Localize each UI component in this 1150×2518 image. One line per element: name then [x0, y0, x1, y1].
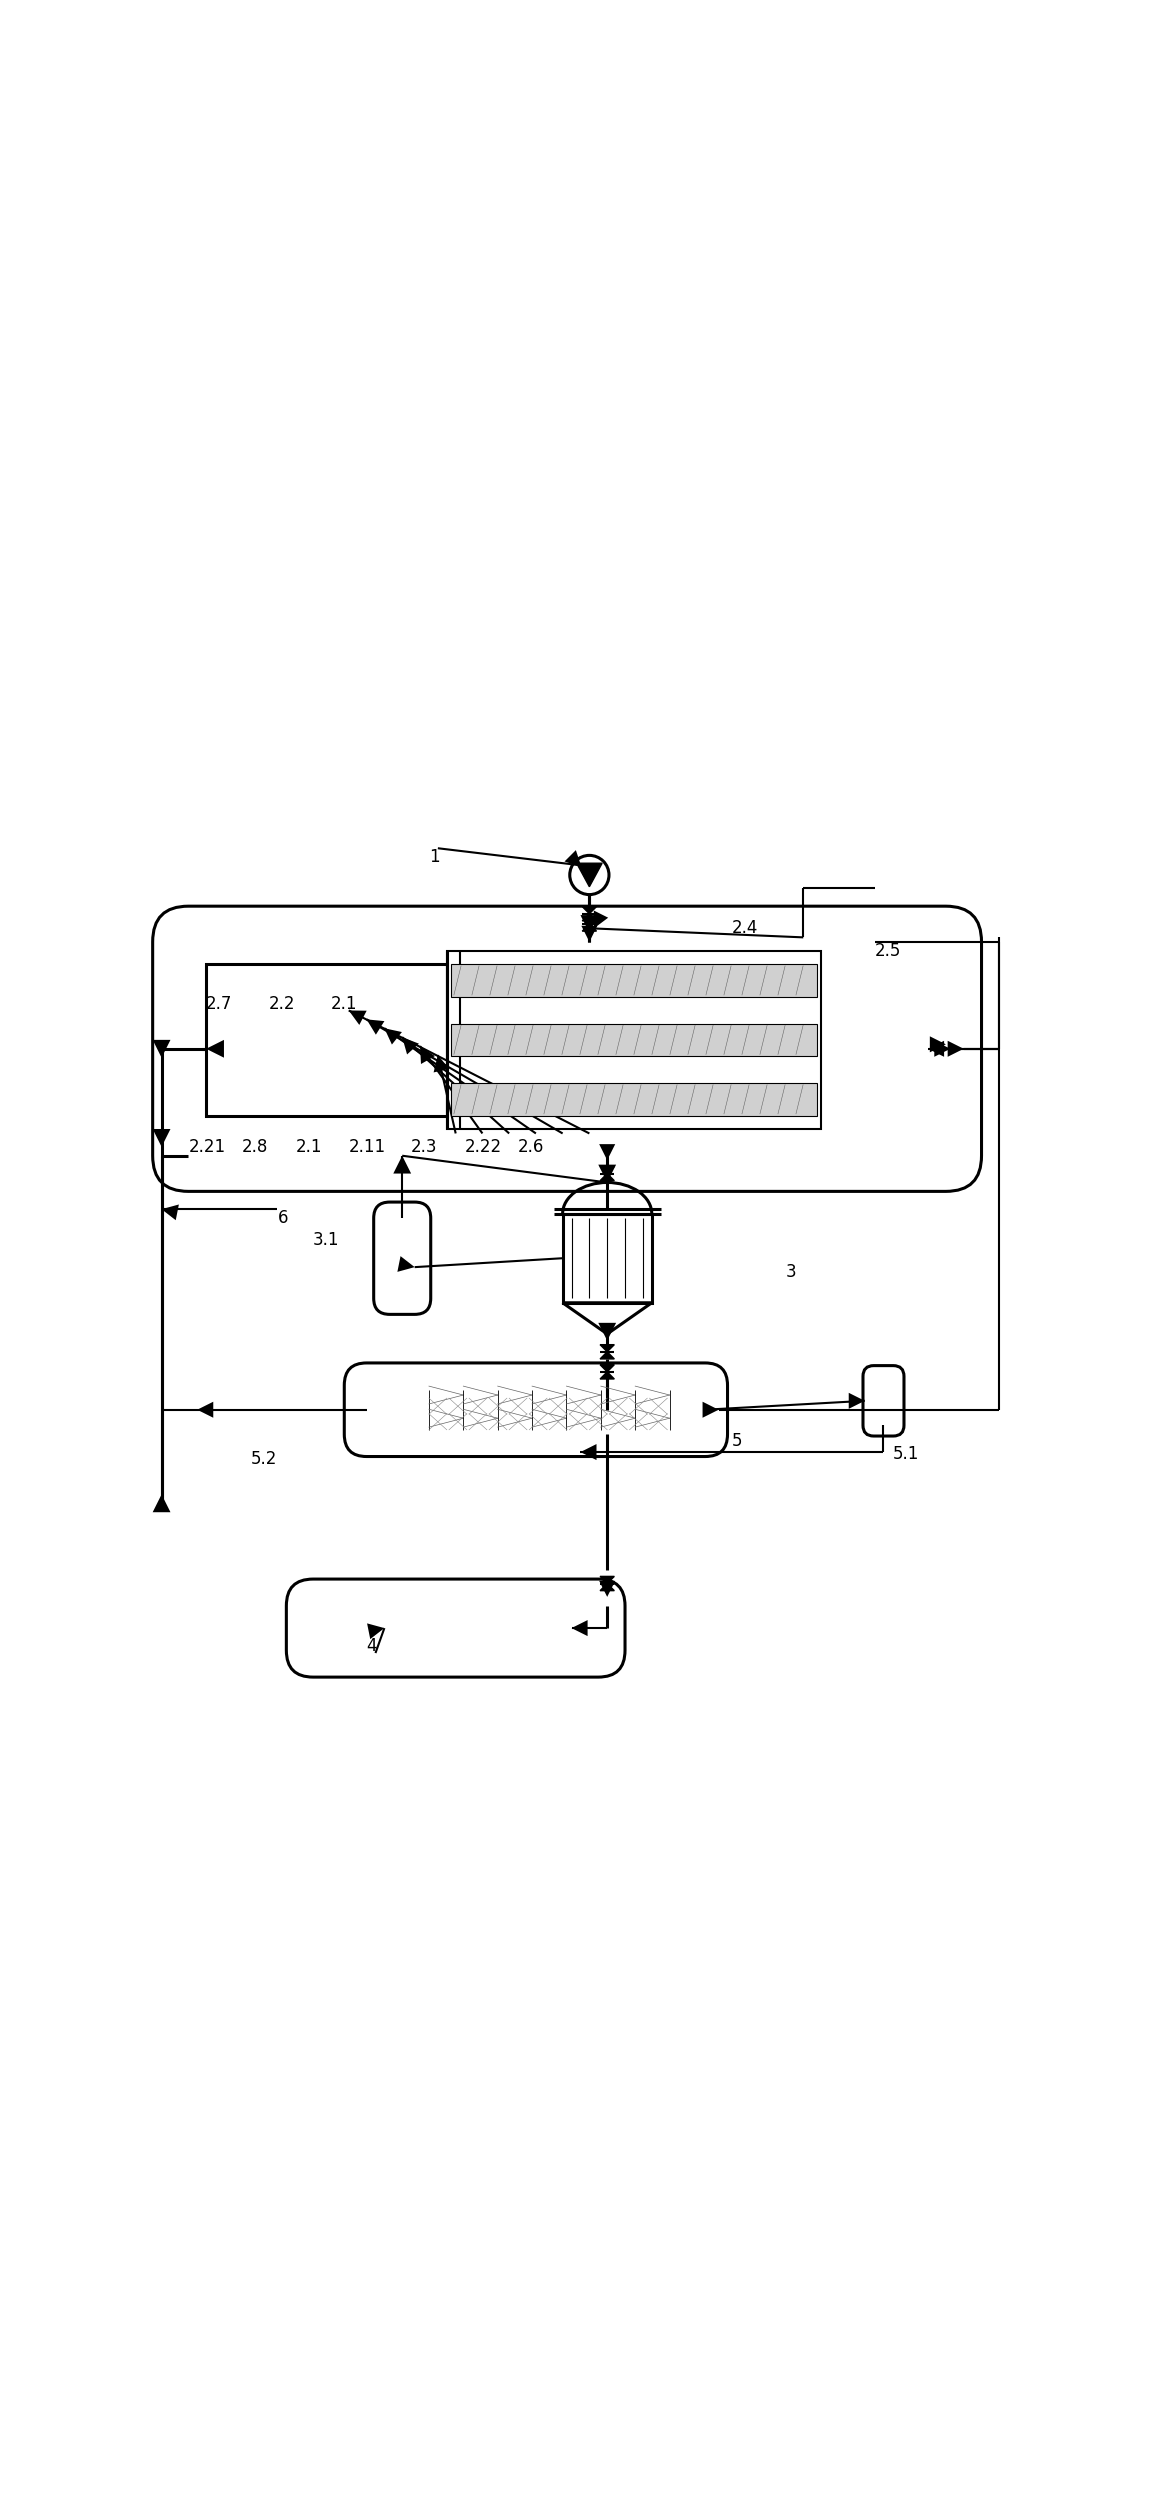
Polygon shape — [928, 1040, 944, 1058]
Polygon shape — [434, 1055, 450, 1073]
Polygon shape — [934, 1040, 950, 1058]
Text: 1: 1 — [429, 849, 439, 866]
Polygon shape — [198, 1403, 213, 1418]
Polygon shape — [398, 1256, 415, 1272]
Text: 2.22: 2.22 — [465, 1138, 501, 1156]
Polygon shape — [600, 1345, 614, 1352]
Bar — [451, 1022, 816, 1055]
Polygon shape — [598, 1322, 616, 1340]
Text: 4: 4 — [367, 1637, 377, 1654]
Polygon shape — [581, 914, 598, 932]
Polygon shape — [703, 1403, 719, 1418]
Text: 3: 3 — [785, 1262, 796, 1282]
Polygon shape — [161, 1204, 179, 1221]
Polygon shape — [420, 1045, 435, 1065]
Bar — [447, 952, 821, 1128]
Text: 6: 6 — [277, 1209, 288, 1226]
Text: 2.3: 2.3 — [412, 1138, 438, 1156]
Polygon shape — [402, 1037, 419, 1055]
Text: 5.1: 5.1 — [892, 1445, 919, 1463]
Polygon shape — [600, 1173, 614, 1181]
Polygon shape — [153, 1493, 170, 1513]
Polygon shape — [384, 1027, 402, 1045]
Text: 3.1: 3.1 — [313, 1231, 339, 1249]
Polygon shape — [582, 927, 597, 942]
Polygon shape — [581, 1443, 597, 1460]
Text: 2.1: 2.1 — [331, 995, 358, 1012]
Text: 2.7: 2.7 — [206, 995, 232, 1012]
Polygon shape — [367, 1020, 384, 1035]
Polygon shape — [582, 914, 597, 922]
Polygon shape — [367, 1624, 384, 1639]
Text: 2.2: 2.2 — [268, 995, 296, 1012]
Polygon shape — [565, 851, 582, 866]
Polygon shape — [600, 1584, 614, 1591]
Polygon shape — [153, 1040, 170, 1058]
Text: 2.8: 2.8 — [242, 1138, 268, 1156]
Polygon shape — [930, 1037, 945, 1053]
Bar — [206, 964, 446, 1115]
Text: 2.1: 2.1 — [296, 1138, 322, 1156]
Polygon shape — [849, 1392, 865, 1410]
Text: 5.2: 5.2 — [251, 1450, 277, 1468]
Polygon shape — [582, 906, 597, 914]
Bar — [562, 1214, 652, 1302]
Polygon shape — [600, 1576, 614, 1584]
Polygon shape — [599, 1143, 615, 1161]
Text: 2.5: 2.5 — [874, 942, 900, 959]
Polygon shape — [572, 1619, 588, 1637]
Polygon shape — [600, 1352, 614, 1360]
Polygon shape — [153, 1128, 170, 1146]
Polygon shape — [206, 1040, 224, 1058]
Polygon shape — [582, 917, 597, 924]
Polygon shape — [393, 1156, 412, 1173]
Polygon shape — [598, 1166, 616, 1183]
Polygon shape — [600, 1166, 614, 1173]
Polygon shape — [600, 1372, 614, 1380]
Polygon shape — [576, 864, 603, 886]
Bar — [451, 1083, 816, 1115]
Text: 2.4: 2.4 — [733, 919, 758, 937]
Text: 2.21: 2.21 — [189, 1138, 225, 1156]
Text: 2.11: 2.11 — [348, 1138, 386, 1156]
Polygon shape — [348, 1010, 367, 1025]
Text: 2.6: 2.6 — [519, 1138, 544, 1156]
Text: 5: 5 — [733, 1433, 743, 1450]
Polygon shape — [593, 912, 608, 929]
Polygon shape — [582, 924, 597, 932]
Polygon shape — [948, 1040, 964, 1058]
Bar — [451, 964, 816, 997]
Polygon shape — [599, 1581, 615, 1596]
Polygon shape — [600, 1365, 614, 1372]
